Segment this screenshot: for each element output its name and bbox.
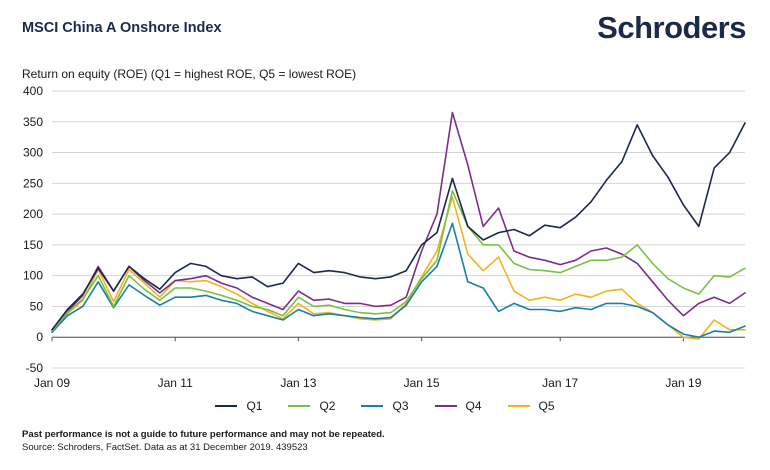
- y-tick-label: 100: [23, 269, 43, 283]
- x-tick-label: Jan 19: [665, 376, 701, 390]
- y-tick-label: 150: [23, 238, 43, 252]
- series-line-q3: [51, 222, 746, 339]
- series-line-q2: [51, 189, 746, 332]
- legend-swatch-q5: [507, 405, 530, 407]
- y-tick-label: 0: [36, 330, 43, 344]
- legend-swatch-q4: [434, 405, 457, 407]
- legend-label-q2: Q2: [319, 399, 336, 413]
- legend-label-q4: Q4: [465, 399, 482, 413]
- x-tick-label: Jan 15: [404, 376, 440, 390]
- legend-label-q3: Q3: [392, 399, 409, 413]
- x-tick-label: Jan 09: [34, 376, 70, 390]
- chart-subtitle: Return on equity (ROE) (Q1 = highest ROE…: [22, 67, 357, 81]
- legend-item-q4: Q4: [434, 399, 482, 413]
- schroders-logo: Schroders: [597, 10, 746, 45]
- y-tick-label: 300: [23, 146, 43, 160]
- x-tick-label: Jan 11: [158, 376, 193, 390]
- x-tick-label: Jan 13: [280, 376, 316, 390]
- legend-label-q1: Q1: [246, 399, 263, 413]
- legend-item-q1: Q1: [215, 399, 262, 413]
- y-tick-label: 400: [23, 84, 43, 98]
- chart-title: MSCI China A Onshore Index: [22, 20, 222, 36]
- series-line-q4: [51, 111, 746, 331]
- series-line-q1: [51, 122, 746, 331]
- legend-swatch-q3: [361, 405, 384, 407]
- y-tick-label: -50: [26, 361, 44, 375]
- source-note: Source: Schroders, FactSet. Data as at 3…: [22, 442, 308, 453]
- chart-legend: Q1 Q2 Q3 Q4 Q5: [0, 399, 770, 413]
- y-tick-label: 250: [23, 176, 43, 190]
- y-tick-label: 50: [30, 299, 44, 313]
- legend-item-q5: Q5: [507, 399, 555, 413]
- legend-swatch-q1: [215, 405, 238, 407]
- y-tick-label: 200: [23, 207, 43, 221]
- legend-label-q5: Q5: [538, 399, 555, 413]
- y-tick-label: 350: [23, 115, 43, 129]
- x-tick-label: Jan 17: [542, 376, 578, 390]
- legend-item-q2: Q2: [288, 399, 335, 413]
- performance-disclaimer: Past performance is not a guide to futur…: [22, 429, 385, 440]
- legend-item-q3: Q3: [361, 399, 409, 413]
- legend-swatch-q2: [288, 405, 311, 407]
